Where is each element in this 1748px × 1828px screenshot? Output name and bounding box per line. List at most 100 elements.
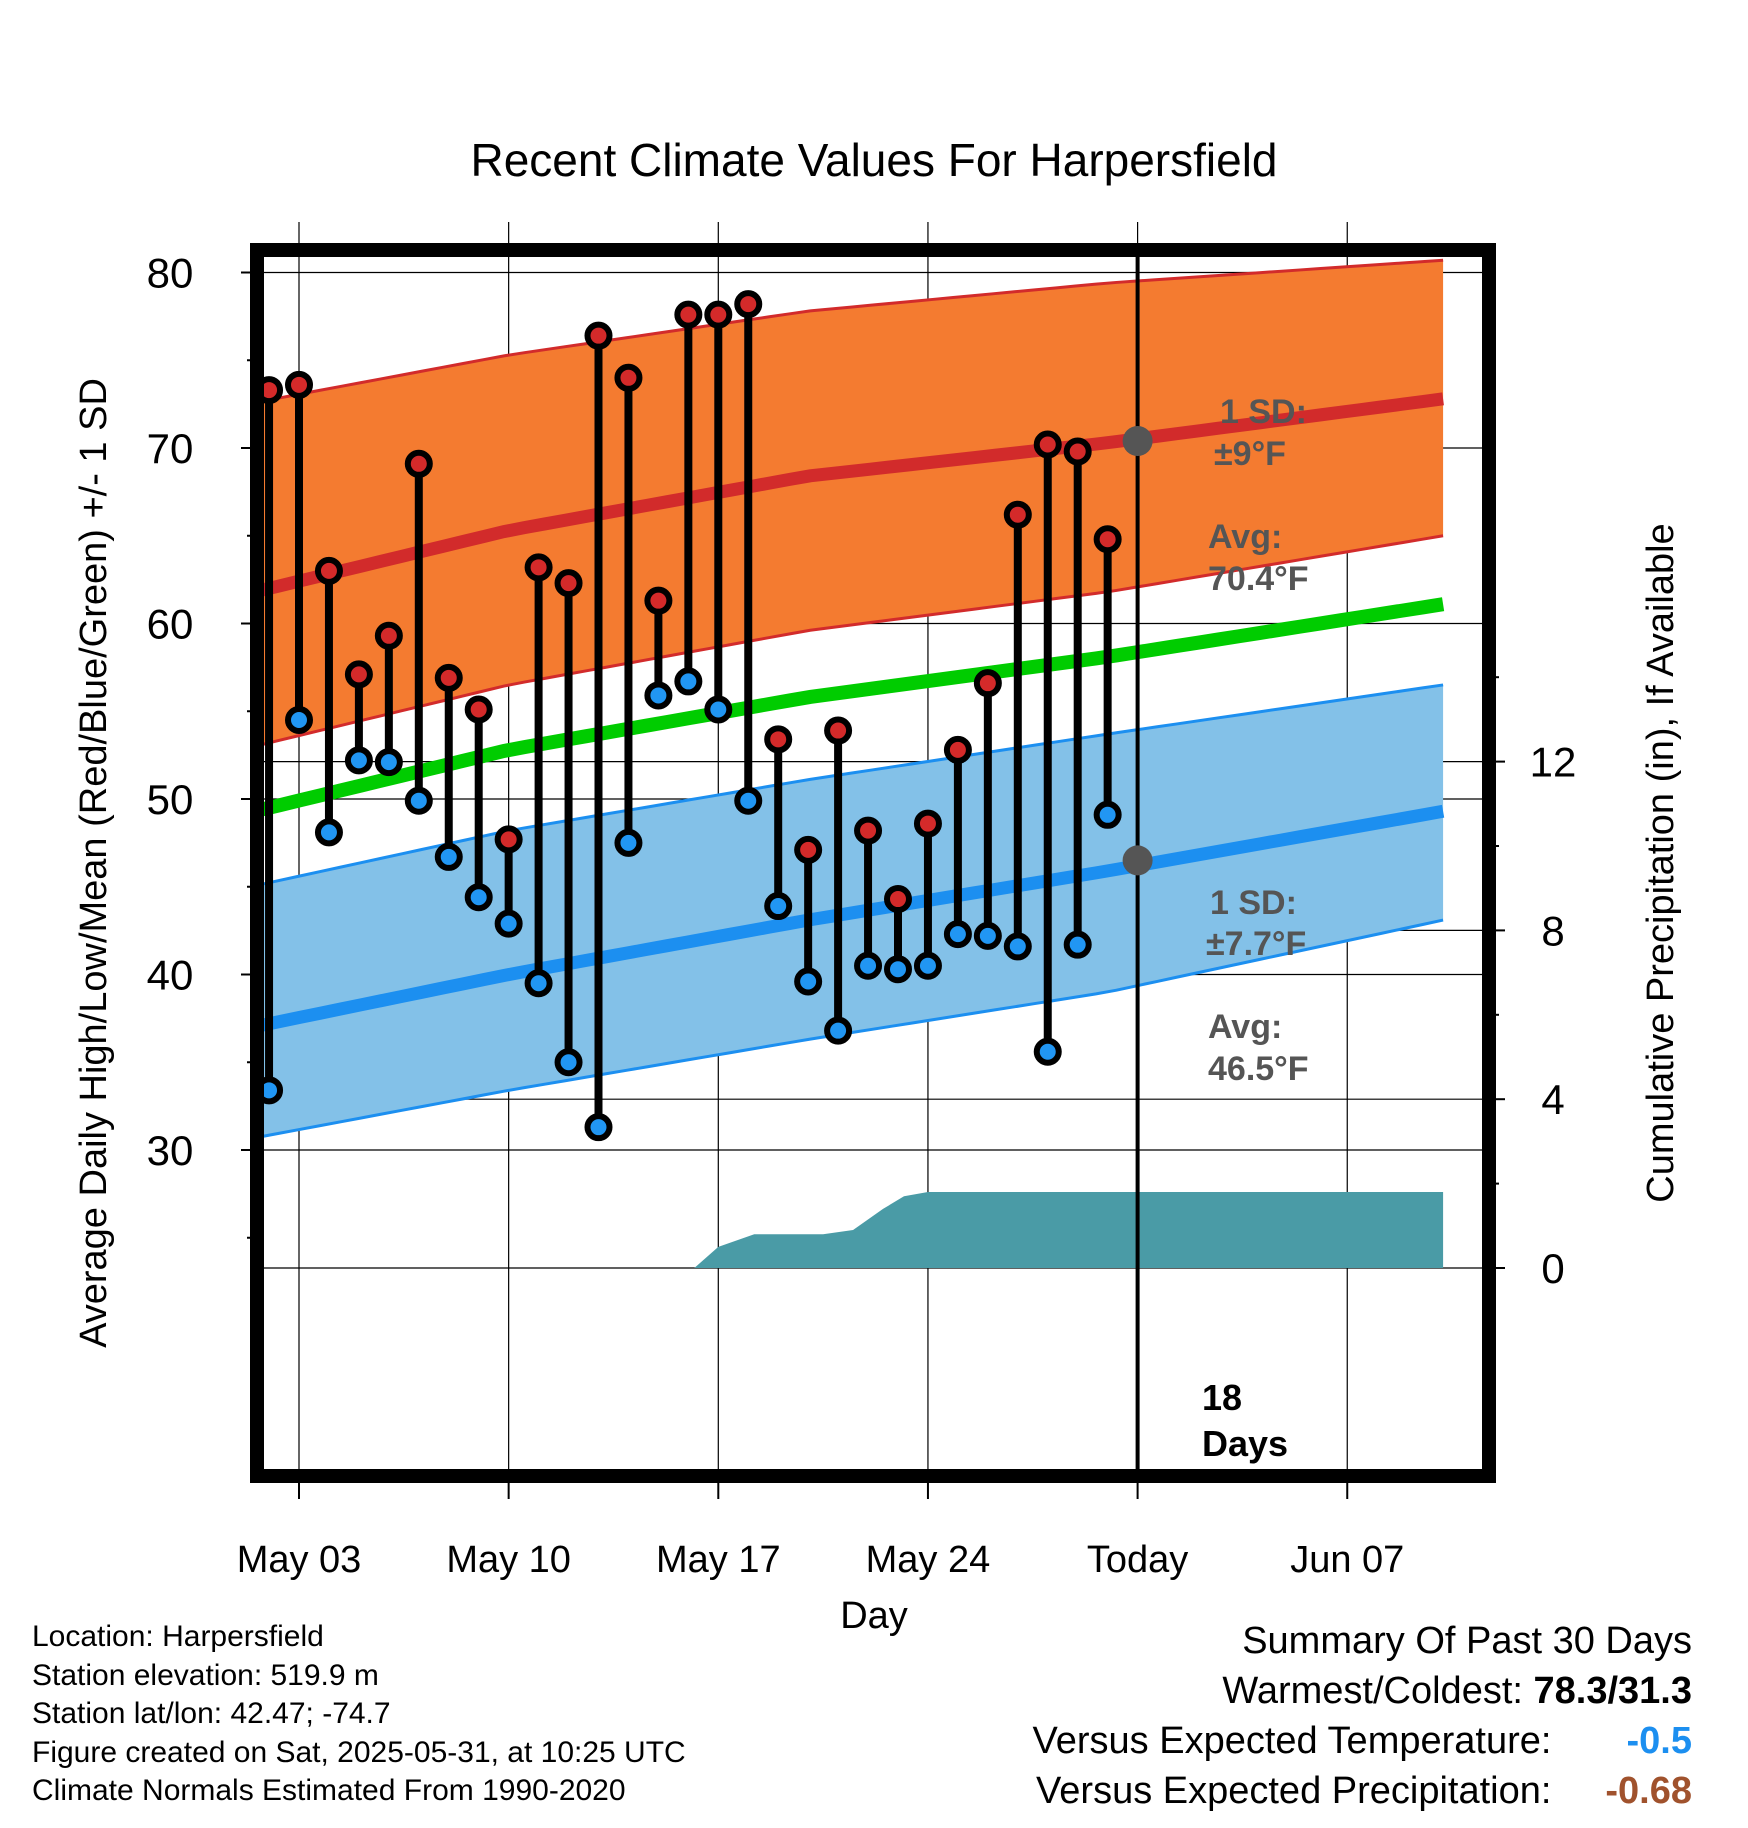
y-tick-label: 60 [147, 601, 194, 648]
chart-title: Recent Climate Values For Harpersfield [470, 134, 1277, 186]
daily-low-point [824, 1016, 853, 1045]
precip-area [263, 1192, 1444, 1268]
y2-tick-label: 8 [1541, 907, 1564, 954]
daily-low-point [854, 951, 883, 980]
normal-bands [263, 258, 1445, 1138]
daily-high-point [973, 669, 1002, 698]
x-tick-label: Jun 07 [1290, 1539, 1404, 1581]
daily-low-point [494, 909, 523, 938]
y2-tick-label: 0 [1541, 1245, 1564, 1292]
daily-high-point [285, 370, 313, 399]
summary-warmest-row: Warmest/Coldest: 78.3/31.3 [1033, 1666, 1692, 1716]
daily-low-point [794, 967, 823, 996]
daily-low-point [973, 921, 1002, 950]
x-tick-label: May 24 [866, 1539, 991, 1581]
latlon-text: Station lat/lon: 42.47; -74.7 [32, 1697, 391, 1730]
axes: 30 40 50 60 70 80 0 4 8 12 May 03 May 10 May 17 May 2… [147, 250, 1577, 1582]
daily-high-point [314, 556, 343, 585]
daily-high-point [614, 363, 643, 392]
daily-low-point [464, 883, 493, 912]
daily-bars [265, 304, 1112, 1128]
daily-low-point [614, 828, 643, 857]
low-avg-label: Avg: [1208, 1008, 1282, 1046]
daily-high-point [704, 300, 733, 329]
daily-high-point [434, 663, 463, 692]
precip-area-layer [263, 1192, 1444, 1268]
high-sd-value: ±9°F [1214, 435, 1286, 473]
y2-tick-label: 4 [1541, 1076, 1564, 1123]
daily-low-point [704, 695, 733, 724]
daily-high-point [494, 825, 523, 854]
warmest-label: Warmest/Coldest: [1222, 1670, 1523, 1712]
x-tick-label: May 03 [237, 1539, 362, 1581]
daily-low-point [913, 951, 942, 980]
daily-high-point [854, 816, 883, 845]
today-high-avg-point [1122, 425, 1153, 456]
daily-high-point [943, 735, 972, 764]
daily-high-point [674, 300, 703, 329]
daily-high-point [884, 885, 912, 914]
low-avg-value: 46.5°F [1208, 1050, 1309, 1088]
daily-low-point [1063, 930, 1092, 959]
high-avg-value: 70.4°F [1208, 560, 1309, 598]
x-axis-label: Day [840, 1595, 908, 1637]
daily-high-point [1003, 500, 1032, 529]
y-tick-label: 50 [147, 776, 194, 823]
daily-low-point [554, 1048, 583, 1077]
y2-tick-label: 12 [1530, 739, 1577, 786]
daily-low-point [344, 746, 373, 775]
normal-low-line [263, 804, 1445, 1032]
daily-high-point [344, 660, 373, 689]
daily-low-point [285, 706, 313, 735]
daily-high-point [1063, 437, 1092, 466]
summary-panel: Summary Of Past 30 Days Warmest/Coldest:… [1033, 1616, 1692, 1816]
temp-value: -0.5 [1626, 1720, 1692, 1762]
high-avg-label: Avg: [1208, 518, 1282, 556]
summary-precip-row: Versus Expected Precipitation: -0.68 [1033, 1766, 1692, 1816]
daily-high-point [584, 321, 613, 350]
location-text: Location: Harpersfield [32, 1620, 324, 1653]
normals-text: Climate Normals Estimated From 1990-2020 [32, 1774, 626, 1807]
y-tick-label: 30 [147, 1127, 194, 1174]
daily-low-point [674, 667, 703, 696]
daily-low-point [1093, 800, 1122, 829]
daily-high-point [794, 835, 823, 864]
high-sd-label: 1 SD: [1220, 393, 1307, 431]
daily-high-point [374, 621, 403, 650]
daily-high-point [913, 809, 942, 838]
precip-label: Versus Expected Precipitation: [1036, 1770, 1552, 1812]
daily-high-point [464, 695, 493, 724]
days-count-label: Days [1202, 1423, 1288, 1464]
temp-label: Versus Expected Temperature: [1032, 1720, 1552, 1762]
summary-temp-row: Versus Expected Temperature: -0.5 [1033, 1716, 1692, 1766]
warmest-value: 78.3/31.3 [1533, 1670, 1692, 1712]
plot-frame [250, 243, 1496, 1483]
daily-high-point [764, 725, 793, 754]
daily-low-point [314, 818, 343, 847]
daily-high-point [824, 716, 853, 745]
y2-axis-label: Cumulative Precipitation (in), If Availa… [1640, 523, 1682, 1202]
daily-low-point [434, 842, 463, 871]
high-sd-band-upper-edge [263, 258, 1444, 403]
x-tick-label: May 17 [656, 1539, 781, 1581]
daily-high-point [1093, 525, 1122, 554]
y-tick-label: 40 [147, 952, 194, 999]
daily-low-point [884, 955, 912, 984]
daily-high-point [554, 569, 583, 598]
daily-low-point [1003, 932, 1032, 961]
y-axis-label: Average Daily High/Low/Mean (Red/Blue/Gr… [73, 378, 115, 1348]
elevation-text: Station elevation: 519.9 m [32, 1658, 379, 1692]
daily-high-point [524, 553, 553, 582]
low-sd-value: ±7.7°F [1206, 925, 1306, 963]
daily-low-point [374, 748, 403, 777]
today-low-avg-point [1122, 845, 1153, 876]
y-tick-label: 80 [147, 250, 194, 297]
daily-high-point [1033, 430, 1062, 459]
daily-low-point [734, 786, 763, 815]
daily-low-point [943, 920, 972, 949]
daily-low-point [764, 892, 793, 921]
summary-title: Summary Of Past 30 Days [1242, 1620, 1692, 1662]
daily-markers [255, 290, 1122, 1142]
daily-low-point [584, 1113, 613, 1142]
